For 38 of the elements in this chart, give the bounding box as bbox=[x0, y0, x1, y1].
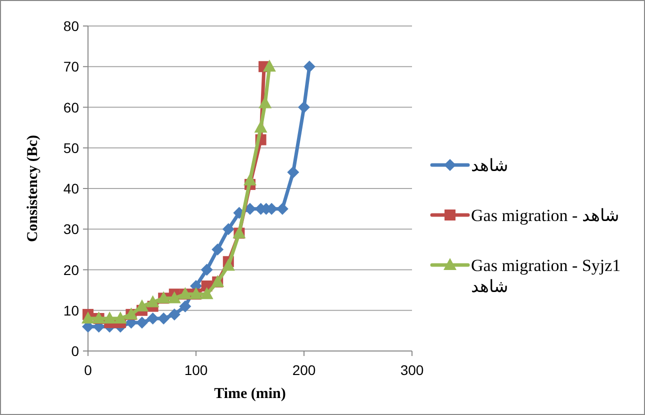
point bbox=[168, 291, 181, 304]
x-tick-label: 0 bbox=[84, 362, 92, 378]
x-axis-title: Time (min) bbox=[214, 386, 286, 402]
y-tick-label: 30 bbox=[63, 221, 80, 238]
point bbox=[244, 173, 256, 186]
y-tick-label: 80 bbox=[63, 18, 80, 34]
point bbox=[200, 287, 214, 300]
y-axis-title: Consistency (Bc) bbox=[25, 134, 41, 242]
point bbox=[168, 308, 180, 320]
point bbox=[114, 312, 127, 324]
y-tick-label: 40 bbox=[63, 180, 80, 196]
legend-label: شاهد bbox=[471, 156, 508, 175]
y-tick-label: 20 bbox=[63, 262, 80, 278]
point bbox=[254, 120, 268, 133]
point bbox=[222, 223, 234, 236]
point bbox=[103, 312, 116, 324]
y-tick-label: 50 bbox=[63, 140, 80, 156]
point bbox=[136, 316, 148, 329]
x-tick-label: 100 bbox=[184, 362, 208, 378]
point bbox=[158, 312, 170, 324]
point bbox=[146, 312, 159, 324]
point bbox=[222, 258, 235, 271]
y-tick-label: 60 bbox=[63, 99, 80, 116]
x-tick-label: 200 bbox=[292, 362, 316, 378]
x-tick-label: 300 bbox=[400, 362, 424, 378]
point bbox=[212, 243, 224, 256]
point bbox=[200, 264, 213, 276]
point bbox=[287, 166, 300, 178]
point bbox=[262, 60, 276, 72]
y-tick-label: 10 bbox=[63, 302, 80, 318]
point bbox=[179, 300, 192, 312]
y-tick-label: 70 bbox=[63, 58, 80, 75]
point bbox=[303, 60, 316, 73]
y-tick-label: 0 bbox=[71, 343, 80, 359]
legend-label: Gas migration - شاهد bbox=[471, 206, 619, 225]
point bbox=[146, 295, 160, 308]
point bbox=[298, 101, 310, 114]
point bbox=[82, 312, 94, 324]
